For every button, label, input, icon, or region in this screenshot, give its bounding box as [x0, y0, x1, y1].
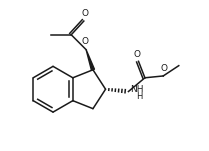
Text: NH: NH — [130, 85, 144, 94]
Text: O: O — [160, 64, 167, 73]
Text: H: H — [136, 92, 142, 101]
Text: O: O — [82, 9, 88, 18]
Polygon shape — [86, 50, 94, 70]
Text: O: O — [134, 50, 141, 59]
Text: O: O — [82, 37, 88, 47]
